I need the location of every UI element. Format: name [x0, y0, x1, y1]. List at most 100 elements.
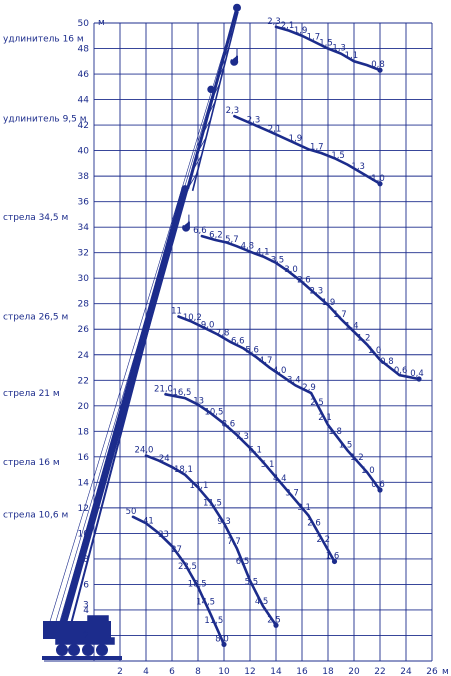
- series-name: удлинитель 16 м: [3, 34, 84, 44]
- x-tick-label: 6: [169, 667, 175, 676]
- series-name: стрела 26,5 м: [3, 312, 68, 322]
- x-tick-label: 4: [143, 667, 149, 676]
- boom-edge: [69, 188, 186, 629]
- load-label: 5,7: [225, 235, 239, 245]
- load-curve: [164, 393, 336, 563]
- y-tick-label: 18: [78, 427, 90, 437]
- load-label: 4,0: [273, 366, 287, 376]
- load-label: 2,1: [318, 413, 332, 423]
- y-tick-label: 42: [78, 121, 89, 131]
- load-label: 33: [158, 530, 169, 540]
- load-label: 14,1: [189, 481, 208, 491]
- curve-end-dot: [273, 622, 279, 628]
- load-label: 1,7: [307, 32, 321, 42]
- wheel-icon: [56, 644, 68, 656]
- load-label: 0,6: [394, 366, 408, 376]
- rope-line: [47, 7, 238, 629]
- load-label: 2,5: [267, 615, 281, 625]
- curve-end-dot: [416, 376, 422, 382]
- load-curve: [177, 315, 382, 492]
- y-tick-label: 16: [78, 453, 90, 463]
- load-label: 2,3: [267, 17, 281, 27]
- y-tick-label: 44: [78, 96, 90, 106]
- grid: [44, 22, 433, 662]
- load-label: 23,5: [178, 562, 197, 572]
- jib-lattice: [226, 29, 234, 45]
- load-label: 1,4: [345, 322, 359, 332]
- y-unit-label: м: [98, 18, 105, 28]
- load-label: 18,1: [174, 465, 193, 475]
- load-label: 9,3: [217, 517, 231, 527]
- load-label: 3,0: [284, 265, 298, 275]
- load-curve: [131, 515, 226, 646]
- jib-lattice: [216, 65, 225, 81]
- load-label: 10,5: [204, 407, 223, 417]
- jib-lattice: [231, 11, 239, 26]
- load-label: 11,5: [203, 498, 222, 508]
- load-label: 3,4: [287, 375, 301, 385]
- y-tick-label: 30: [78, 274, 90, 284]
- load-label: 1,0: [371, 174, 385, 184]
- x-tick-label: 20: [348, 667, 360, 676]
- y-tick-label: 24: [78, 351, 90, 361]
- load-label: 3,7: [285, 488, 299, 498]
- jib-lattice: [192, 154, 203, 171]
- load-label: 1,9: [289, 134, 303, 144]
- load-label: 1,8: [328, 427, 342, 437]
- load-curve: [233, 114, 382, 186]
- load-curve: [144, 454, 278, 627]
- load-label: 2,2: [316, 535, 330, 545]
- hook-icon: [230, 55, 239, 66]
- jib-lattice: [197, 136, 207, 153]
- y-tick-label: 8: [83, 555, 89, 565]
- load-label: 7,7: [227, 537, 241, 547]
- load-label: 50: [126, 507, 137, 517]
- load-label: 1,3: [351, 162, 365, 172]
- load-curve: [274, 25, 382, 72]
- load-label: 6,6: [231, 337, 245, 347]
- load-label: 1,9: [322, 298, 336, 308]
- load-label: 4,1: [256, 247, 270, 257]
- y-tick-label: 38: [78, 172, 90, 182]
- y-tick-label: 22: [78, 376, 89, 386]
- load-label: 4,8: [241, 241, 255, 251]
- load-label: 21,0: [154, 384, 173, 394]
- load-label: 6,6: [193, 226, 207, 236]
- load-label: 4,7: [259, 356, 273, 366]
- load-label: 27: [171, 545, 182, 555]
- load-label: 4,4: [273, 474, 287, 484]
- load-label: 1,1: [345, 51, 359, 61]
- load-label: 1,0: [368, 346, 382, 356]
- curve-end-dot: [377, 67, 383, 73]
- y-tick-label: 6: [83, 580, 89, 590]
- crane-cab: [87, 615, 109, 637]
- load-label: 1,6: [326, 551, 340, 561]
- series-name: стрела 10,6 м: [3, 510, 68, 520]
- counterweight: [44, 622, 54, 634]
- series-name: стрела 21 м: [3, 389, 60, 399]
- load-label: 24: [159, 454, 170, 464]
- load-label: 1,0: [361, 466, 375, 476]
- boom-hinge: [207, 85, 215, 94]
- rope-line: [53, 89, 214, 629]
- load-label: 5,6: [245, 346, 259, 356]
- load-label: 7,3: [235, 432, 249, 442]
- jib-lattice: [221, 47, 230, 63]
- load-label: 2,5: [310, 398, 324, 408]
- series-name: стрела 16 м: [3, 458, 60, 468]
- load-label: 2,3: [310, 286, 324, 296]
- x-tick-label: 18: [322, 667, 334, 676]
- load-label: 11,5: [204, 616, 223, 626]
- load-label: 9,0: [201, 320, 215, 330]
- hook-icon: [182, 221, 191, 232]
- crane-label: 3: [83, 600, 89, 610]
- load-label: 0,6: [371, 480, 385, 490]
- load-label: 2,1: [268, 125, 282, 135]
- load-label: 6,2: [209, 231, 223, 241]
- load-label: 6,5: [236, 557, 250, 567]
- y-tick-label: 32: [78, 249, 89, 259]
- load-label: 0,4: [410, 369, 424, 379]
- y-tick-label: 34: [78, 223, 90, 233]
- load-label: 1,9: [294, 26, 308, 36]
- load-label: 11: [171, 306, 182, 316]
